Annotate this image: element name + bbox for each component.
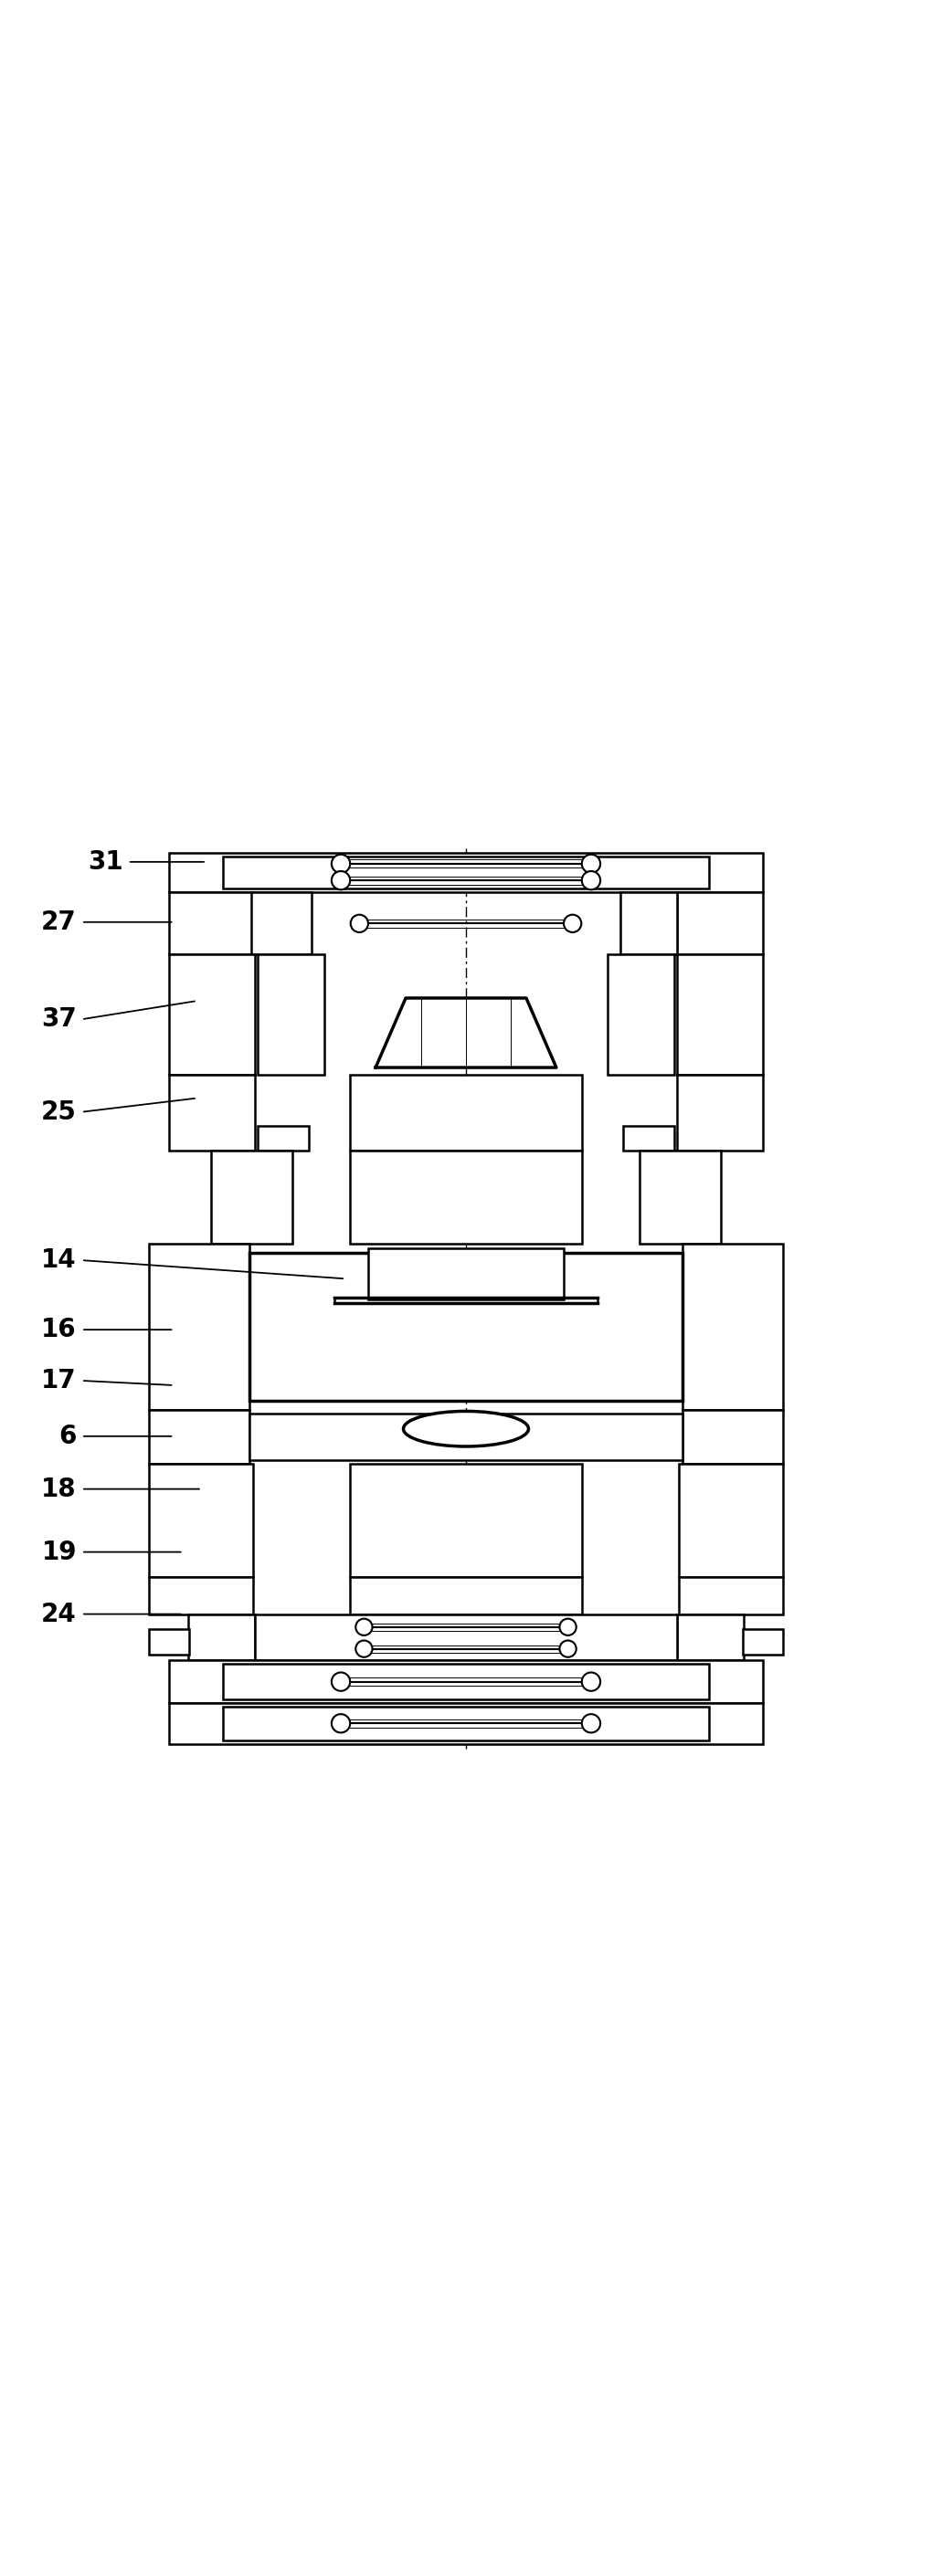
Bar [677,891,762,956]
Bar [149,1463,252,1577]
Bar [249,1252,682,1401]
Bar [639,1151,721,1244]
Bar [188,1615,254,1662]
Polygon shape [375,997,556,1066]
Circle shape [581,855,600,873]
Circle shape [356,1641,372,1656]
Bar [250,891,311,956]
Bar [254,1615,677,1662]
Ellipse shape [403,1412,528,1445]
Bar [169,1703,762,1744]
Text: 37: 37 [41,1007,76,1033]
Circle shape [581,1672,600,1690]
Bar [149,1577,252,1615]
Bar [677,956,762,1074]
Circle shape [559,1641,575,1656]
Bar [149,1463,252,1577]
Bar [169,853,762,891]
Bar [169,956,254,1074]
Bar [249,1414,682,1461]
Bar [620,891,677,956]
Bar [169,956,254,1074]
Text: 25: 25 [41,1100,76,1126]
Bar [257,1126,308,1151]
Bar [677,956,762,1074]
Bar [223,1708,708,1739]
Bar [639,1151,721,1244]
Text: 14: 14 [41,1247,76,1273]
Bar [682,1409,782,1463]
Circle shape [350,914,368,933]
Bar [607,956,674,1074]
Bar [677,891,762,956]
Bar [149,1409,249,1463]
Circle shape [331,1672,350,1690]
Bar [369,1249,562,1298]
Bar [169,1662,762,1703]
Bar [677,1074,762,1151]
Bar [350,1577,581,1615]
Bar [679,1463,782,1577]
Text: 31: 31 [88,850,123,876]
Bar [250,891,311,956]
Bar [169,1074,254,1151]
Text: 17: 17 [41,1368,76,1394]
Bar [169,1703,762,1744]
Circle shape [331,1713,350,1734]
Circle shape [331,871,350,889]
Bar [682,1244,782,1409]
Bar [169,891,254,956]
Bar [223,855,708,889]
Bar [257,956,324,1074]
Circle shape [331,855,350,873]
Bar [677,1615,743,1662]
Bar [149,1244,249,1409]
Bar [188,1615,254,1662]
Bar [169,891,254,956]
Circle shape [563,914,581,933]
Text: 6: 6 [59,1425,76,1448]
Text: 16: 16 [41,1316,76,1342]
Bar [257,956,324,1074]
Bar [620,891,677,956]
Circle shape [356,1618,372,1636]
Bar [210,1151,292,1244]
Bar [169,1662,762,1703]
Bar [679,1577,782,1615]
Bar [742,1628,782,1654]
Circle shape [559,1618,575,1636]
Bar [149,1409,249,1463]
Circle shape [581,871,600,889]
Bar [169,853,762,891]
Bar [210,1151,292,1244]
Bar [682,1409,782,1463]
Bar [350,1463,581,1577]
Bar [623,1126,674,1151]
Bar [223,1664,708,1700]
Text: 18: 18 [41,1476,76,1502]
Bar [677,1615,743,1662]
Bar [607,956,674,1074]
Bar [677,1074,762,1151]
Bar [679,1577,782,1615]
Bar [149,1628,189,1654]
Text: 27: 27 [41,909,76,935]
Circle shape [581,1713,600,1734]
Bar [350,1151,581,1244]
Bar [679,1463,782,1577]
Bar [149,1244,249,1409]
Text: 24: 24 [41,1602,76,1628]
Text: 19: 19 [42,1540,76,1564]
Bar [682,1244,782,1409]
Bar [350,1074,581,1151]
Bar [169,1074,254,1151]
Bar [149,1577,252,1615]
